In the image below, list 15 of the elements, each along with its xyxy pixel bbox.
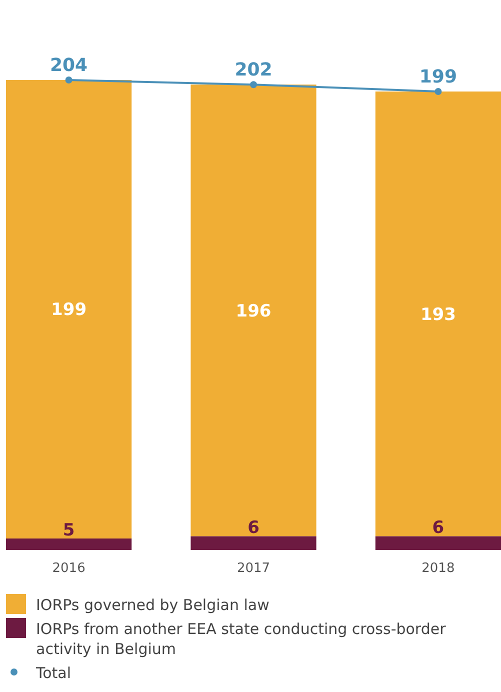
data-label: 5 — [62, 520, 75, 540]
legend-label: IORPs from another EEA state conducting cross-border activity in Belgium — [36, 620, 447, 658]
data-label: 199 — [419, 66, 457, 88]
data-label: 204 — [50, 55, 88, 76]
data-label: 202 — [234, 60, 272, 81]
data-label: 193 — [420, 304, 456, 325]
x-tick-label: 2017 — [236, 561, 270, 576]
data-label: 196 — [236, 301, 272, 322]
data-label: 6 — [432, 518, 444, 538]
x-tick-label: 2016 — [52, 561, 86, 576]
legend-label: Total — [35, 664, 72, 682]
x-tick-label: 2018 — [422, 561, 455, 576]
data-label: 199 — [51, 300, 87, 320]
legend-label: IORPs governed by Belgian law — [36, 596, 270, 614]
data-label: 6 — [248, 518, 260, 538]
